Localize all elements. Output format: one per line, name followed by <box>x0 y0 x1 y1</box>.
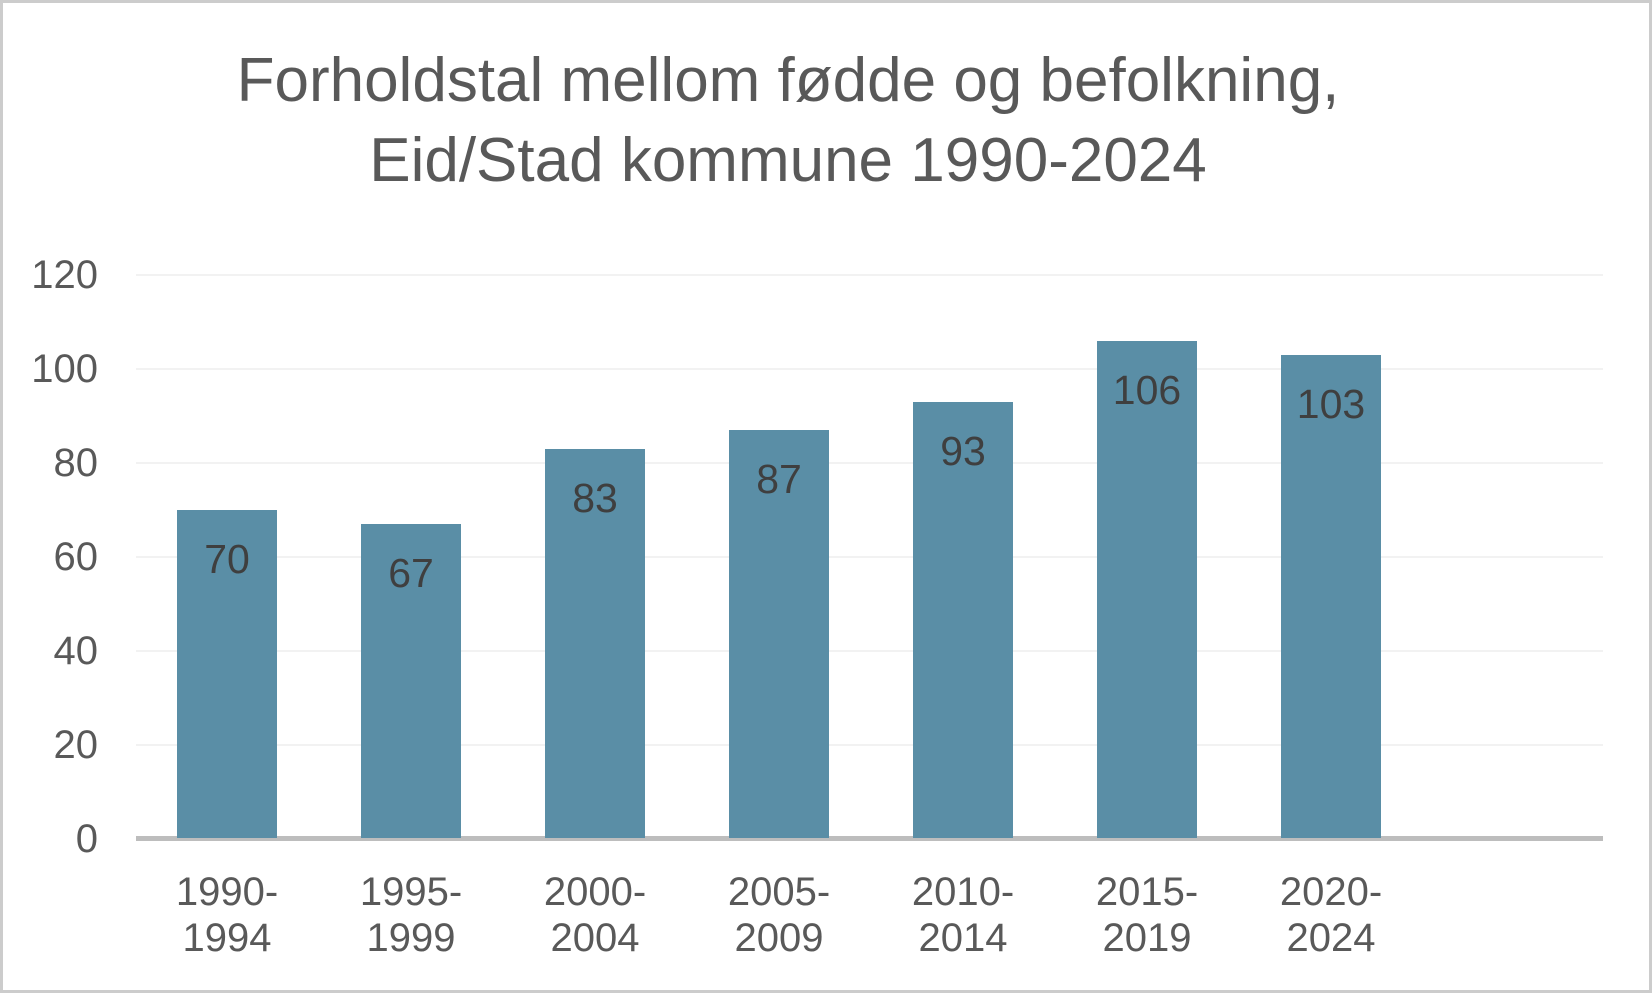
gridline <box>136 556 1603 558</box>
bar <box>913 402 1013 838</box>
gridline <box>136 368 1603 370</box>
gridline <box>136 462 1603 464</box>
bar <box>729 430 829 838</box>
x-tick-label-line: 2009 <box>734 916 824 960</box>
chart-title: Forholdstal mellom fødde og befolkning, … <box>3 41 1649 201</box>
gridline <box>136 274 1603 276</box>
x-tick-label-line: 2020- <box>1279 870 1383 914</box>
x-tick-label-line: 2005- <box>727 870 831 914</box>
x-tick-label-line: 1990- <box>175 870 279 914</box>
bar-data-label: 103 <box>1296 381 1366 427</box>
x-tick-label-line: 1999 <box>366 916 456 960</box>
x-tick-label: 2005- 2009 <box>687 869 871 961</box>
x-tick-label-line: 2019 <box>1102 916 1192 960</box>
bar-data-label: 67 <box>388 550 434 596</box>
x-tick-label: 2000- 2004 <box>503 869 687 961</box>
x-tick-label: 1995- 1999 <box>319 869 503 961</box>
bar <box>545 449 645 838</box>
chart-title-line2: Eid/Stad kommune 1990-2024 <box>369 126 1207 195</box>
y-tick-label: 120 <box>31 253 98 297</box>
bar-data-label: 83 <box>572 475 618 521</box>
x-tick-label-line: 2004 <box>550 916 640 960</box>
bar-data-label: 87 <box>756 456 802 502</box>
bar-data-label: 106 <box>1112 367 1182 413</box>
x-tick-label-line: 2015- <box>1095 870 1199 914</box>
gridline <box>136 744 1603 746</box>
y-tick-label: 100 <box>31 347 98 391</box>
x-tick-label-line: 2024 <box>1286 916 1376 960</box>
x-tick-label-line: 2014 <box>918 916 1008 960</box>
bar <box>1097 341 1197 838</box>
x-tick-label: 2010- 2014 <box>871 869 1055 961</box>
x-tick-label: 2015- 2019 <box>1055 869 1239 961</box>
y-tick-label: 60 <box>53 535 99 579</box>
gridline <box>136 650 1603 652</box>
x-tick-label-line: 2010- <box>911 870 1015 914</box>
x-tick-label-line: 2000- <box>543 870 647 914</box>
bar-data-label: 70 <box>204 536 250 582</box>
y-tick-label: 20 <box>53 723 99 767</box>
x-tick-label-line: 1995- <box>359 870 463 914</box>
bar <box>361 524 461 838</box>
y-tick-label: 0 <box>75 817 98 861</box>
bar-data-label: 93 <box>940 428 986 474</box>
x-axis-line <box>136 836 1603 841</box>
bar <box>1281 355 1381 838</box>
bar <box>177 510 277 838</box>
x-tick-label-line: 1994 <box>182 916 272 960</box>
x-tick-label: 2020- 2024 <box>1239 869 1423 961</box>
y-tick-label: 80 <box>53 441 99 485</box>
x-tick-label: 1990- 1994 <box>135 869 319 961</box>
chart-title-line1: Forholdstal mellom fødde og befolkning, <box>236 46 1340 115</box>
y-tick-label: 40 <box>53 629 99 673</box>
